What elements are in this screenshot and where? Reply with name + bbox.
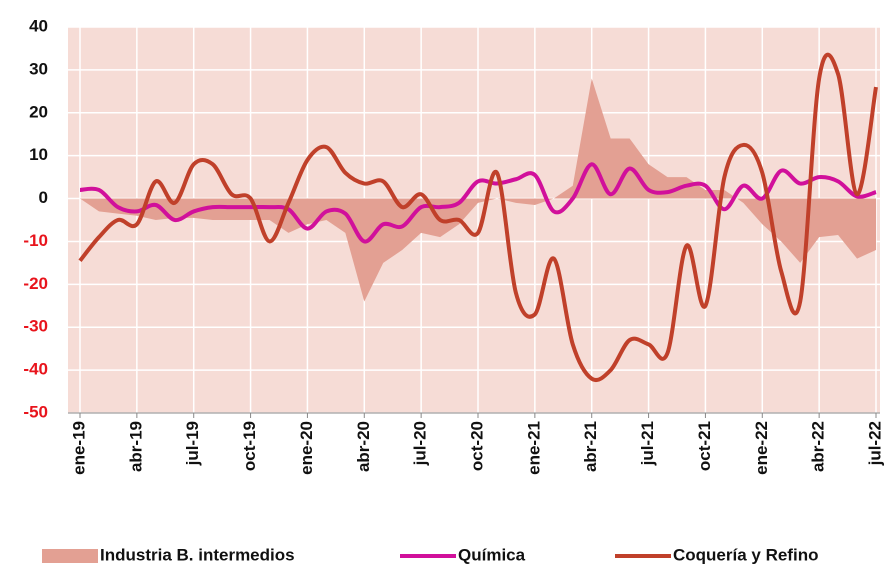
x-tick-label: ene-20 bbox=[297, 421, 316, 475]
y-tick-label: -40 bbox=[23, 360, 48, 379]
legend-label: Coquería y Refino bbox=[673, 545, 818, 564]
y-tick-label: 30 bbox=[29, 59, 48, 78]
x-tick-label: oct-19 bbox=[240, 421, 259, 471]
y-tick-label: -50 bbox=[23, 402, 48, 421]
x-tick-label: jul-21 bbox=[638, 421, 657, 466]
lines bbox=[78, 52, 878, 383]
line bbox=[78, 52, 878, 383]
y-tick-label: 40 bbox=[29, 16, 48, 35]
plot-area bbox=[68, 27, 880, 413]
x-tick-label: jul-19 bbox=[183, 421, 202, 466]
y-tick-label: 10 bbox=[29, 145, 48, 164]
x-tick-label: ene-21 bbox=[524, 421, 543, 475]
x-tick-label: abr-20 bbox=[354, 421, 373, 472]
legend-label: Química bbox=[458, 545, 526, 564]
y-tick-label: 0 bbox=[39, 188, 48, 207]
x-tick-label: oct-20 bbox=[467, 421, 486, 471]
y-tick-label: -10 bbox=[23, 231, 48, 250]
x-tick-label: ene-22 bbox=[752, 421, 771, 475]
areas bbox=[80, 78, 876, 302]
x-tick-label: jul-20 bbox=[411, 421, 430, 466]
area bbox=[80, 78, 876, 302]
line bbox=[79, 162, 877, 244]
x-tick-label: abr-22 bbox=[809, 421, 828, 472]
legend-swatch bbox=[42, 549, 98, 563]
y-tick-label: 20 bbox=[29, 102, 48, 121]
legend-label: Industria B. intermedios bbox=[100, 545, 295, 564]
x-tick-label: abr-21 bbox=[581, 421, 600, 472]
x-tick-label: abr-19 bbox=[126, 421, 145, 472]
y-tick-label: -20 bbox=[23, 274, 48, 293]
x-tick-label: jul-22 bbox=[865, 421, 884, 466]
x-tick-label: ene-19 bbox=[69, 421, 88, 475]
x-tick-label: oct-21 bbox=[695, 421, 714, 471]
y-tick-label: -30 bbox=[23, 317, 48, 336]
